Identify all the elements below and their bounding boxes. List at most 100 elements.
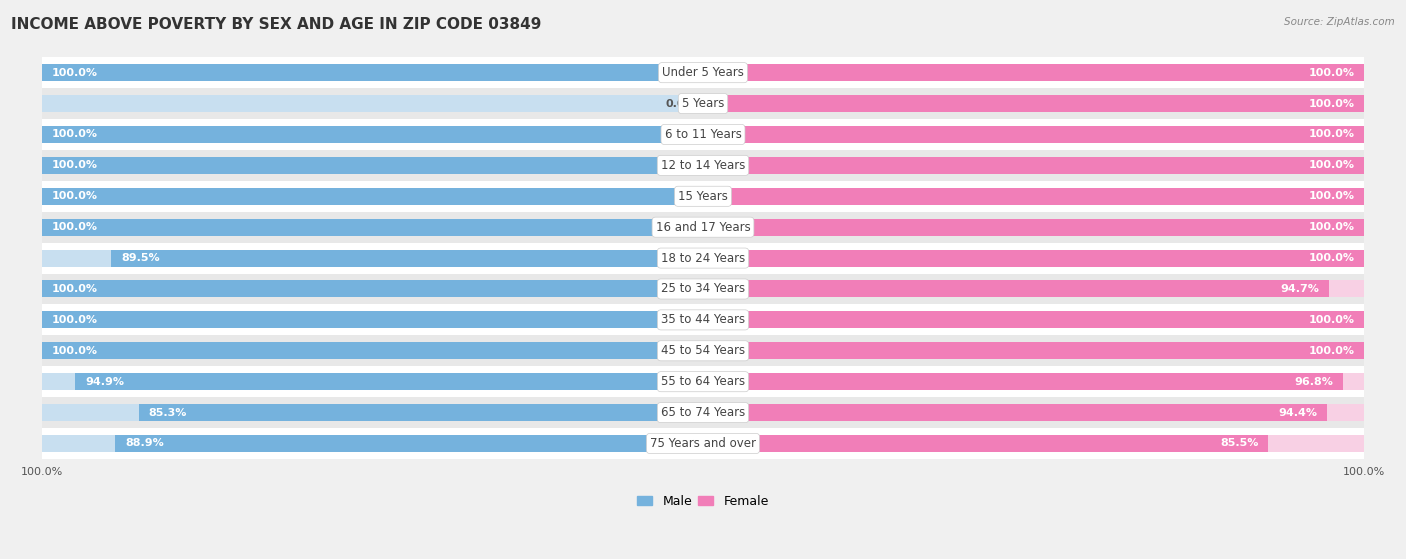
Text: 94.9%: 94.9%	[86, 377, 124, 387]
Bar	[111, 249, 703, 267]
Text: 100.0%: 100.0%	[1309, 346, 1354, 356]
Bar	[703, 281, 1364, 297]
Bar	[42, 342, 703, 359]
Bar	[42, 64, 703, 81]
Bar	[42, 435, 703, 452]
Text: 100.0%: 100.0%	[1309, 160, 1354, 170]
Legend: Male, Female: Male, Female	[633, 490, 773, 513]
Bar	[42, 119, 1364, 150]
Text: 100.0%: 100.0%	[52, 315, 97, 325]
Text: 85.5%: 85.5%	[1220, 438, 1258, 448]
Text: 5 Years: 5 Years	[682, 97, 724, 110]
Text: 6 to 11 Years: 6 to 11 Years	[665, 128, 741, 141]
Text: 100.0%: 100.0%	[52, 222, 97, 232]
Text: Source: ZipAtlas.com: Source: ZipAtlas.com	[1284, 17, 1395, 27]
Text: 35 to 44 Years: 35 to 44 Years	[661, 314, 745, 326]
Bar	[42, 188, 703, 205]
Bar	[139, 404, 703, 421]
Bar	[42, 126, 703, 143]
Bar	[42, 157, 703, 174]
Text: 100.0%: 100.0%	[1309, 191, 1354, 201]
Text: 0.0%: 0.0%	[666, 98, 696, 108]
Text: 55 to 64 Years: 55 to 64 Years	[661, 375, 745, 388]
Bar	[703, 219, 1364, 236]
Text: 100.0%: 100.0%	[1309, 98, 1354, 108]
Text: 89.5%: 89.5%	[121, 253, 160, 263]
Bar	[703, 157, 1364, 174]
Text: 100.0%: 100.0%	[1309, 130, 1354, 140]
Bar	[42, 281, 703, 297]
Text: 88.9%: 88.9%	[125, 438, 163, 448]
Bar	[703, 95, 1364, 112]
Bar	[42, 273, 1364, 305]
Text: 12 to 14 Years: 12 to 14 Years	[661, 159, 745, 172]
Bar	[42, 95, 703, 112]
Text: 100.0%: 100.0%	[52, 284, 97, 294]
Text: 25 to 34 Years: 25 to 34 Years	[661, 282, 745, 296]
Text: INCOME ABOVE POVERTY BY SEX AND AGE IN ZIP CODE 03849: INCOME ABOVE POVERTY BY SEX AND AGE IN Z…	[11, 17, 541, 32]
Bar	[42, 428, 1364, 459]
Text: 100.0%: 100.0%	[1309, 253, 1354, 263]
Bar	[703, 126, 1364, 143]
Bar	[703, 342, 1364, 359]
Bar	[703, 249, 1364, 267]
Bar	[42, 404, 703, 421]
Bar	[703, 64, 1364, 81]
Bar	[703, 64, 1364, 81]
Bar	[703, 435, 1364, 452]
Bar	[703, 95, 1364, 112]
Bar	[42, 219, 703, 236]
Bar	[42, 311, 703, 328]
Text: 45 to 54 Years: 45 to 54 Years	[661, 344, 745, 357]
Bar	[42, 397, 1364, 428]
Bar	[42, 366, 1364, 397]
Bar	[42, 243, 1364, 273]
Bar	[703, 219, 1364, 236]
Bar	[42, 64, 703, 81]
Bar	[42, 281, 703, 297]
Text: 16 and 17 Years: 16 and 17 Years	[655, 221, 751, 234]
Bar	[76, 373, 703, 390]
Bar	[42, 150, 1364, 181]
Bar	[703, 311, 1364, 328]
Bar	[703, 373, 1343, 390]
Bar	[42, 219, 703, 236]
Text: 65 to 74 Years: 65 to 74 Years	[661, 406, 745, 419]
Bar	[42, 126, 703, 143]
Bar	[703, 404, 1327, 421]
Bar	[703, 373, 1364, 390]
Bar	[42, 188, 703, 205]
Bar	[42, 249, 703, 267]
Text: 94.7%: 94.7%	[1281, 284, 1319, 294]
Text: 100.0%: 100.0%	[1309, 68, 1354, 78]
Bar	[703, 404, 1364, 421]
Text: 100.0%: 100.0%	[52, 346, 97, 356]
Bar	[42, 373, 703, 390]
Text: 15 Years: 15 Years	[678, 190, 728, 203]
Bar	[42, 335, 1364, 366]
Bar	[42, 88, 1364, 119]
Text: 96.8%: 96.8%	[1295, 377, 1333, 387]
Bar	[703, 435, 1268, 452]
Text: 100.0%: 100.0%	[52, 68, 97, 78]
Bar	[115, 435, 703, 452]
Bar	[42, 181, 1364, 212]
Bar	[42, 57, 1364, 88]
Text: Under 5 Years: Under 5 Years	[662, 66, 744, 79]
Text: 75 Years and over: 75 Years and over	[650, 437, 756, 450]
Bar	[703, 188, 1364, 205]
Text: 85.3%: 85.3%	[149, 408, 187, 418]
Text: 100.0%: 100.0%	[1309, 222, 1354, 232]
Bar	[42, 305, 1364, 335]
Text: 100.0%: 100.0%	[52, 191, 97, 201]
Bar	[42, 311, 703, 328]
Bar	[42, 157, 703, 174]
Text: 100.0%: 100.0%	[52, 130, 97, 140]
Text: 94.4%: 94.4%	[1278, 408, 1317, 418]
Bar	[703, 126, 1364, 143]
Bar	[703, 311, 1364, 328]
Bar	[703, 342, 1364, 359]
Text: 100.0%: 100.0%	[1309, 315, 1354, 325]
Bar	[42, 212, 1364, 243]
Bar	[703, 157, 1364, 174]
